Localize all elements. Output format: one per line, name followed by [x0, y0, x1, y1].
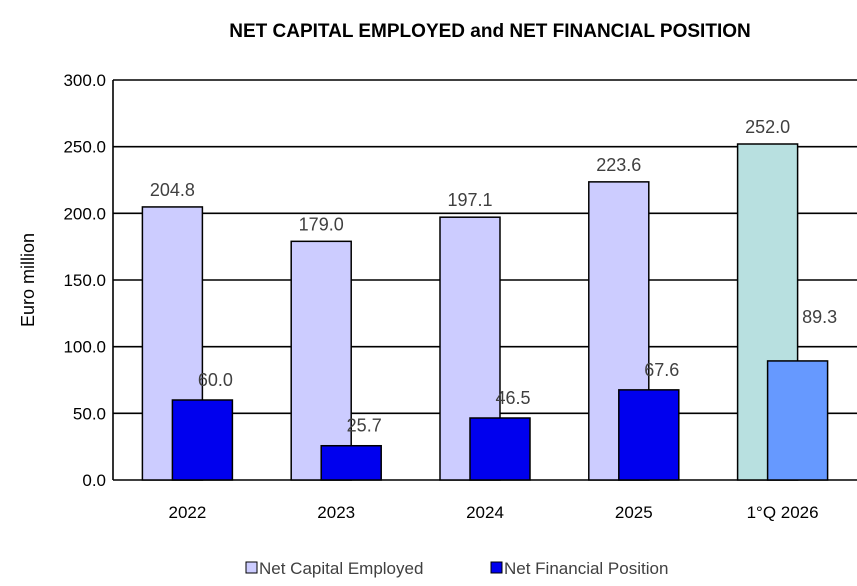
y-axis-label: Euro million [18, 233, 38, 327]
y-tick-label: 50.0 [73, 404, 106, 423]
y-tick-label: 0.0 [82, 471, 106, 490]
bars [141, 143, 829, 481]
bar-net-financial-position [171, 399, 234, 481]
data-label-net-financial-position: 89.3 [802, 307, 837, 327]
x-tick-label: 2023 [317, 503, 355, 522]
legend-swatch-net-financial-position [490, 561, 503, 574]
y-tick-label: 150.0 [63, 271, 106, 290]
data-label-net-financial-position: 46.5 [495, 388, 530, 408]
x-tick-label: 2025 [615, 503, 653, 522]
data-label-net-capital-employed: 204.8 [150, 180, 195, 200]
y-tick-label: 300.0 [63, 71, 106, 90]
data-label-net-capital-employed: 197.1 [447, 190, 492, 210]
legend: Net Capital Employed Net Financial Positi… [245, 559, 668, 578]
data-label-net-financial-position: 60.0 [198, 370, 233, 390]
bar-net-financial-position [766, 360, 829, 481]
y-tick-label: 250.0 [63, 138, 106, 157]
y-tick-label: 200.0 [63, 204, 106, 223]
legend-label-net-capital-employed: Net Capital Employed [259, 559, 423, 578]
data-labels: 204.8 60.0 179.0 25.7 197.1 46.5 223.6 67.6 252.… [150, 117, 837, 436]
data-label-net-financial-position: 67.6 [644, 360, 679, 380]
y-axis-ticks: 0.0 50.0 100.0 150.0 200.0 250.0 300.0 [63, 71, 106, 490]
bar-net-financial-position [618, 389, 680, 481]
bar-net-financial-position [320, 444, 382, 481]
bar-net-financial-position [469, 417, 531, 481]
x-tick-label: 1°Q 2026 [747, 503, 819, 522]
bar-net-capital-employed [290, 240, 352, 481]
x-tick-label: 2024 [466, 503, 504, 522]
data-label-net-capital-employed: 252.0 [745, 117, 790, 137]
x-tick-label: 2022 [168, 503, 206, 522]
data-label-net-capital-employed: 223.6 [596, 155, 641, 175]
y-tick-label: 100.0 [63, 338, 106, 357]
chart-title: NET CAPITAL EMPLOYED and NET FINANCIAL P… [229, 21, 750, 42]
legend-label-net-financial-position: Net Financial Position [504, 559, 668, 578]
data-label-net-capital-employed: 179.0 [299, 214, 344, 234]
legend-swatch-net-capital-employed [245, 561, 258, 574]
data-label-net-financial-position: 25.7 [347, 416, 382, 436]
x-axis-ticks: 2022 2023 2024 2025 1°Q 2026 [168, 503, 818, 522]
